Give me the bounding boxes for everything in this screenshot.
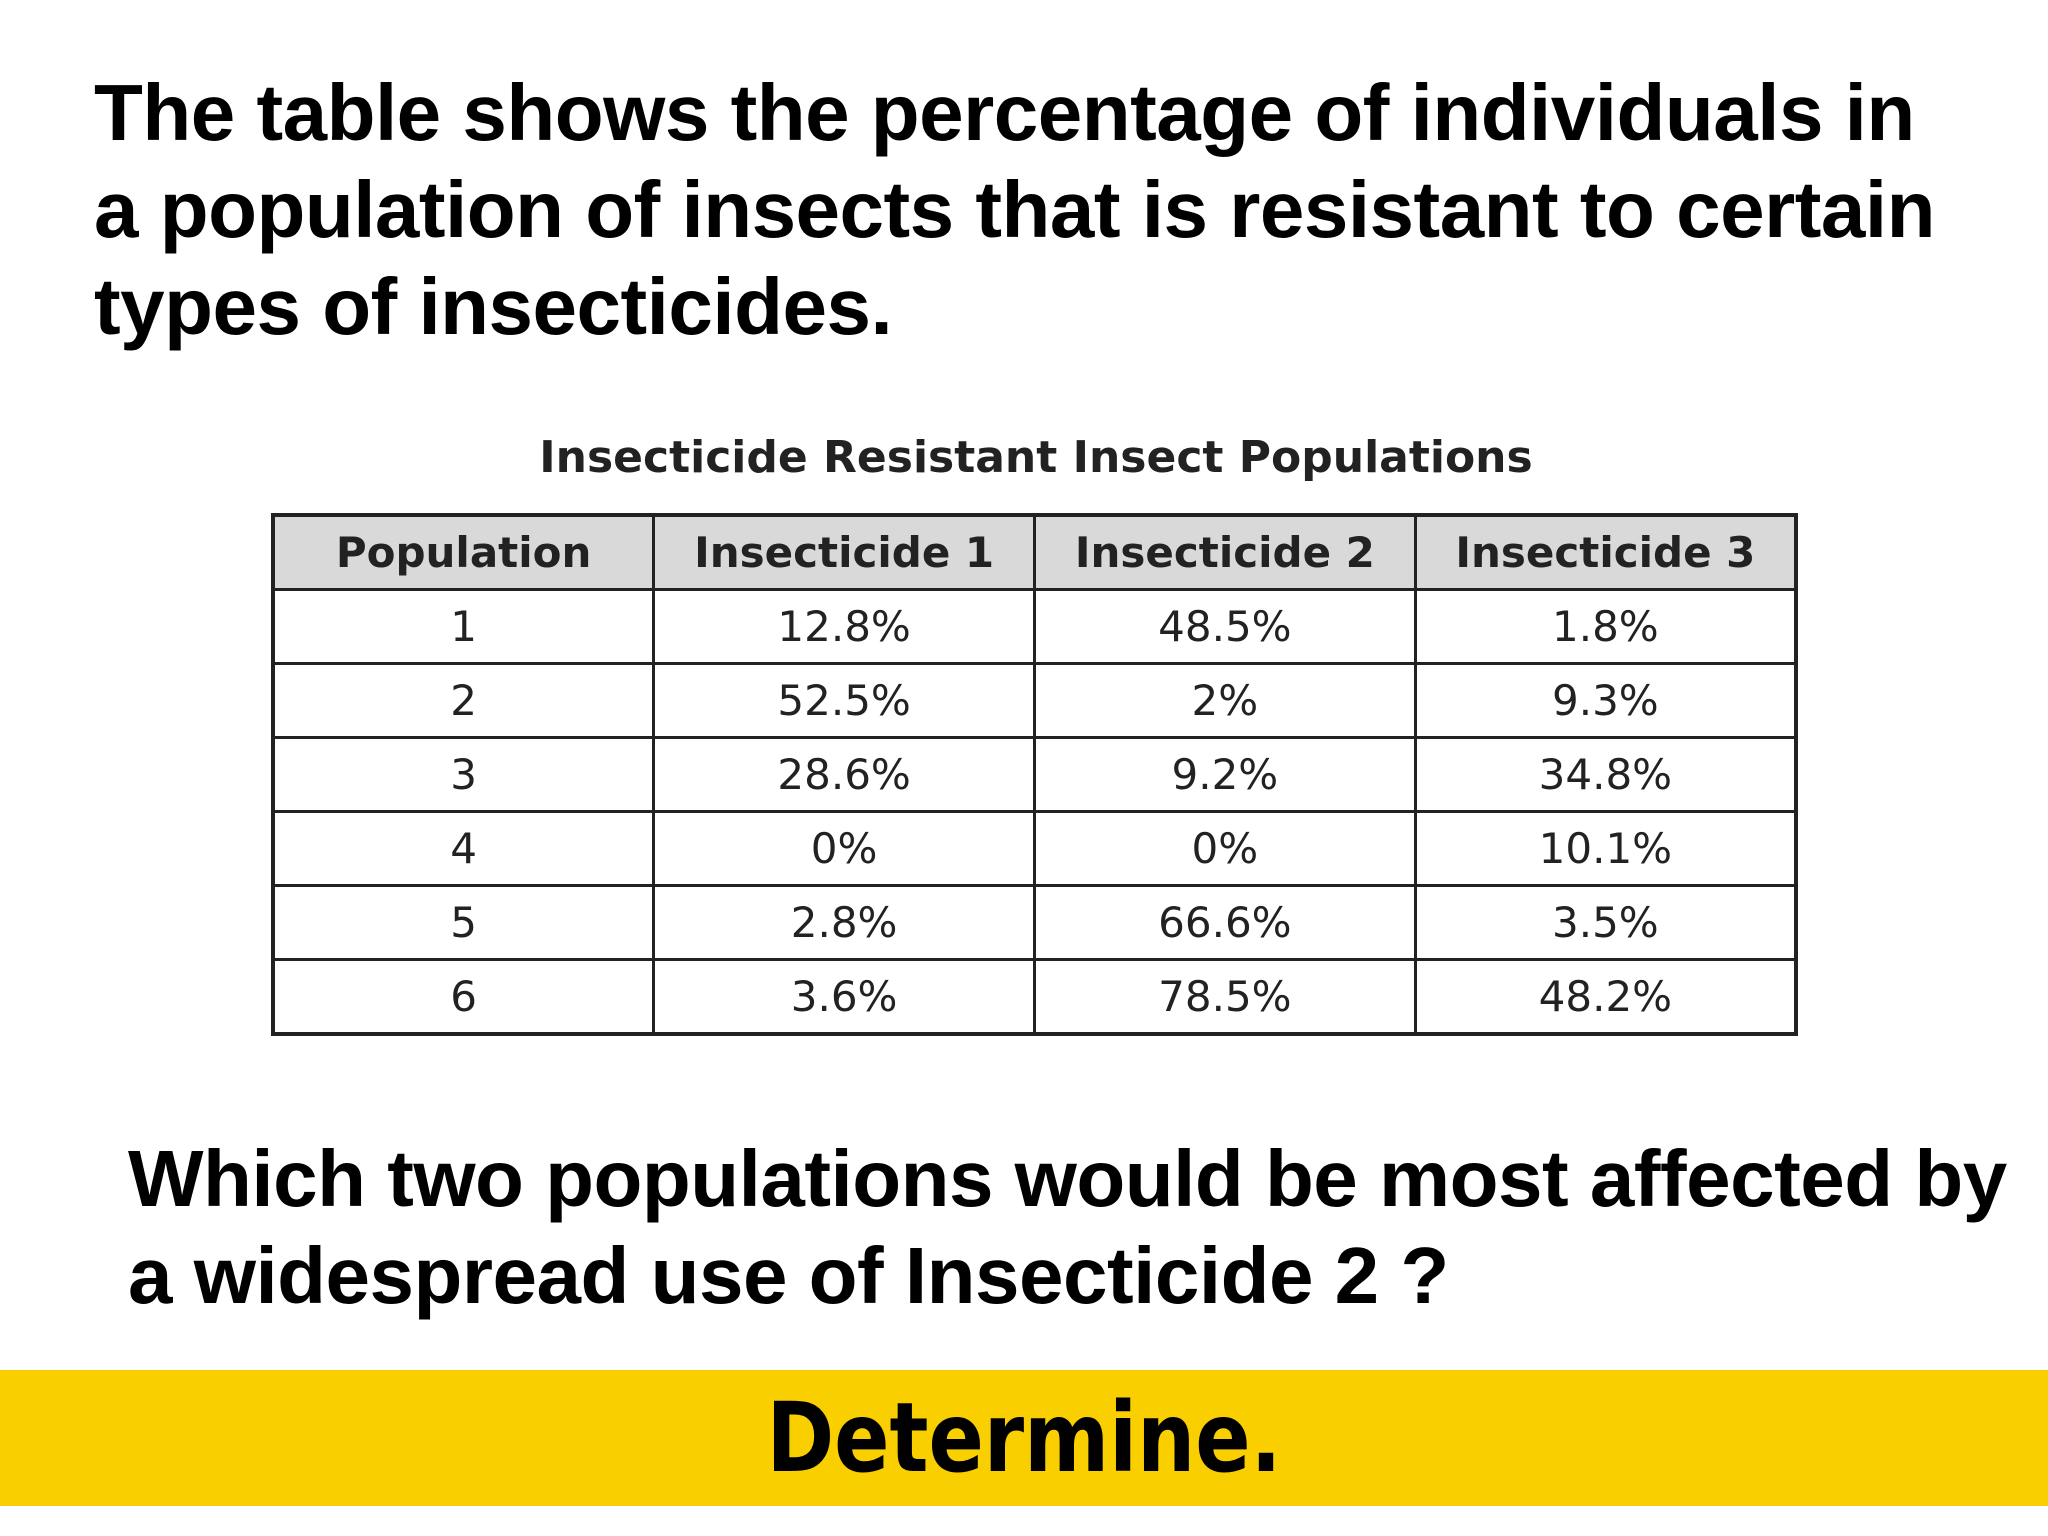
table-row: 6 3.6% 78.5% 48.2%: [271, 958, 1798, 1036]
cell-insecticide-1: 2.8%: [652, 884, 1036, 961]
banner-label: Determine.: [766, 1382, 1282, 1494]
cell-insecticide-2: 66.6%: [1033, 884, 1417, 961]
cell-insecticide-2: 48.5%: [1033, 588, 1417, 665]
cell-insecticide-1: 12.8%: [652, 588, 1036, 665]
table-title: Insecticide Resistant Insect Populations: [539, 432, 1533, 483]
cell-insecticide-2: 78.5%: [1033, 958, 1417, 1036]
table-row: 2 52.5% 2% 9.3%: [271, 662, 1798, 739]
cell-population: 4: [271, 810, 656, 887]
cell-population: 1: [271, 588, 656, 665]
cell-insecticide-3: 3.5%: [1413, 884, 1798, 961]
intro-text: The table shows the percentage of indivi…: [94, 68, 1936, 351]
cell-insecticide-3: 1.8%: [1413, 588, 1798, 665]
cell-insecticide-1: 3.6%: [652, 958, 1036, 1036]
question-text: Which two populations would be most affe…: [128, 1134, 2007, 1320]
table-row: 5 2.8% 66.6% 3.5%: [271, 884, 1798, 961]
cell-insecticide-3: 48.2%: [1413, 958, 1798, 1036]
table-row: 4 0% 0% 10.1%: [271, 810, 1798, 887]
determine-banner: Determine.: [0, 1370, 2048, 1506]
header-population: Population: [271, 513, 656, 591]
table-row: 3 28.6% 9.2% 34.8%: [271, 736, 1798, 813]
header-insecticide-1: Insecticide 1: [652, 513, 1036, 591]
cell-population: 6: [271, 958, 656, 1036]
cell-insecticide-3: 34.8%: [1413, 736, 1798, 813]
table-header-row: Population Insecticide 1 Insecticide 2 I…: [271, 513, 1798, 591]
cell-insecticide-1: 0%: [652, 810, 1036, 887]
cell-population: 2: [271, 662, 656, 739]
cell-insecticide-1: 52.5%: [652, 662, 1036, 739]
cell-insecticide-2: 9.2%: [1033, 736, 1417, 813]
header-insecticide-2: Insecticide 2: [1033, 513, 1417, 591]
cell-insecticide-2: 0%: [1033, 810, 1417, 887]
header-insecticide-3: Insecticide 3: [1413, 513, 1798, 591]
cell-insecticide-2: 2%: [1033, 662, 1417, 739]
cell-insecticide-3: 10.1%: [1413, 810, 1798, 887]
cell-insecticide-3: 9.3%: [1413, 662, 1798, 739]
cell-population: 3: [271, 736, 656, 813]
table-row: 1 12.8% 48.5% 1.8%: [271, 588, 1798, 665]
insecticide-table: Population Insecticide 1 Insecticide 2 I…: [271, 513, 1798, 1036]
cell-population: 5: [271, 884, 656, 961]
cell-insecticide-1: 28.6%: [652, 736, 1036, 813]
